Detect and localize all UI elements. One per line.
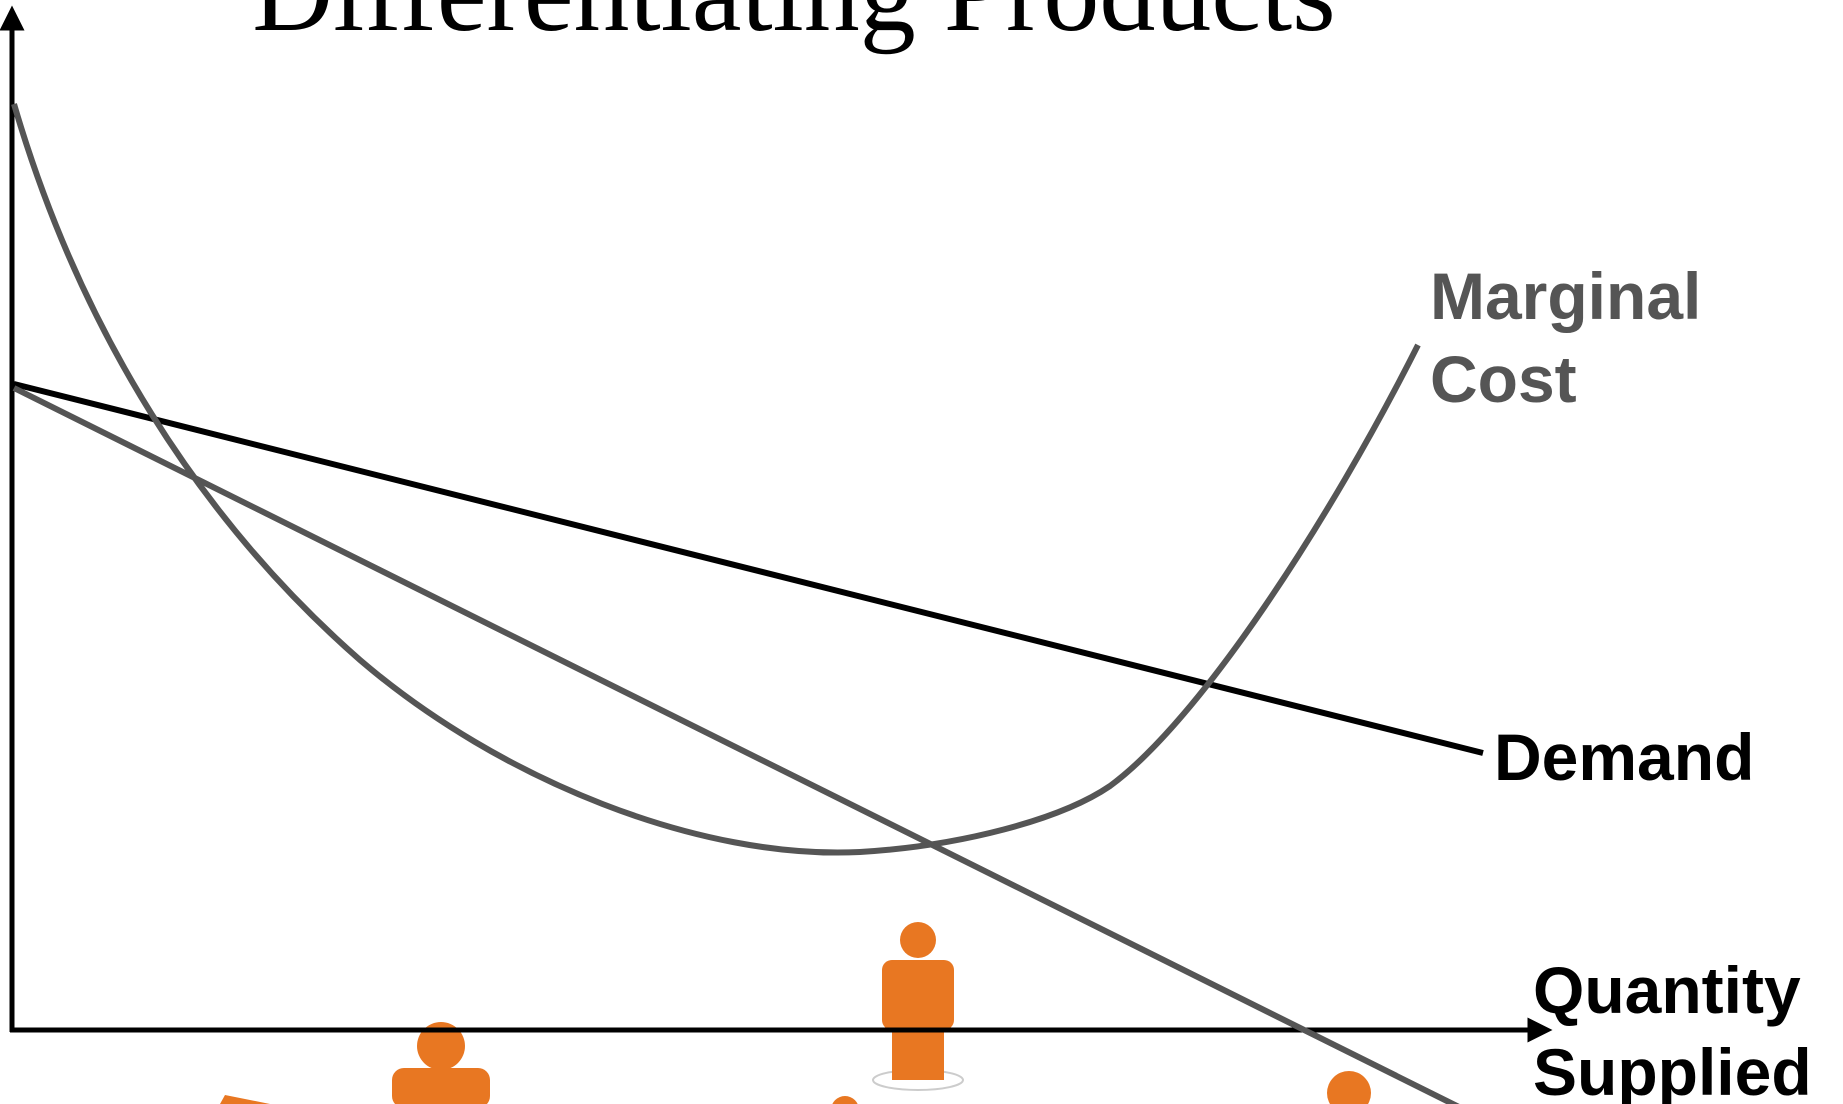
- marginal-cost-curve: [11, 103, 1421, 856]
- x-axis-label: Quantity: [1533, 953, 1801, 1027]
- marginal-cost-label: Marginal: [1430, 259, 1701, 333]
- demand-curve: [13, 381, 1484, 756]
- marginal-cost-label: Cost: [1430, 342, 1577, 416]
- marginal-revenue-curve: [12, 385, 1460, 1104]
- demand-label: Demand: [1494, 720, 1754, 794]
- title: Differentiating Products: [252, 0, 1335, 55]
- x-axis-label: Supplied: [1533, 1035, 1812, 1104]
- figures: [220, 922, 1371, 1104]
